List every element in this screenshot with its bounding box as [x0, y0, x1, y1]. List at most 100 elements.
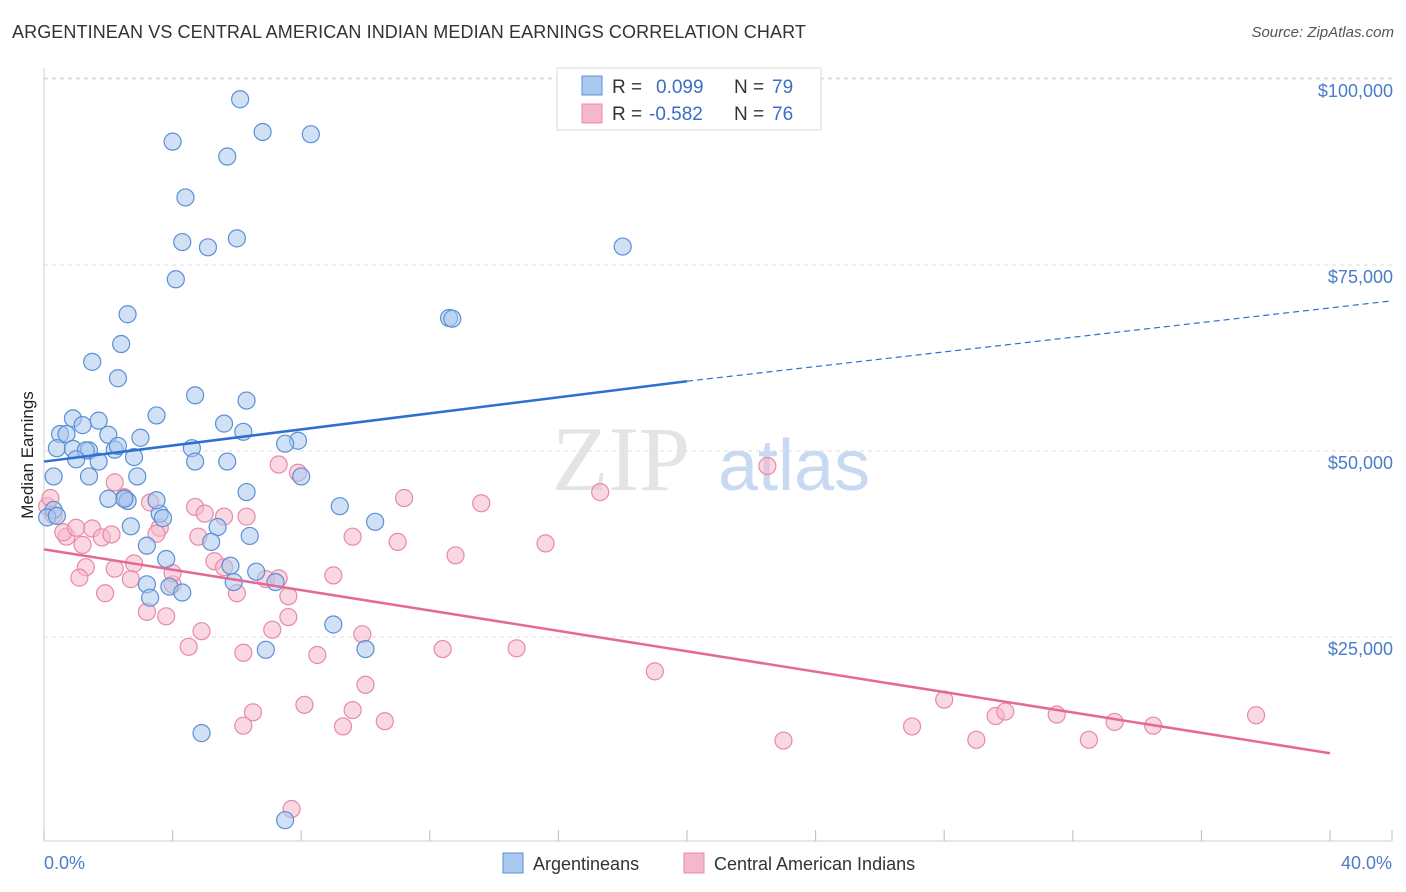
- legend-central-american-indians-swatch: [683, 852, 705, 874]
- argentineans-point-16: [108, 369, 128, 388]
- argentineans-point-40: [186, 452, 205, 471]
- argentineans-point-1: [163, 132, 182, 151]
- argentineans-point-67: [173, 583, 192, 602]
- central-american-indians-point-41: [343, 527, 362, 546]
- argentineans-point-60: [221, 556, 240, 575]
- argentineans-point-44: [128, 467, 147, 486]
- argentineans-point-18: [237, 391, 256, 410]
- argentineans-point-28: [131, 428, 150, 447]
- central-american-indians-point-60: [333, 717, 353, 736]
- central-american-indians-point-24: [237, 507, 256, 526]
- argentineans-point-76: [115, 489, 134, 508]
- axes: [43, 68, 1392, 842]
- argentineans-point-13: [443, 309, 462, 328]
- argentineans-point-15: [83, 352, 102, 371]
- argentineans-point-2: [253, 122, 272, 142]
- x-tick-label-min: 0.0%: [44, 853, 85, 873]
- central-american-indians-point-49: [536, 534, 555, 553]
- argentineans-point-46: [237, 482, 256, 502]
- central-american-indians-point-53: [507, 639, 526, 658]
- central-american-indians-point-52: [433, 639, 452, 659]
- argentineans-point-10: [166, 270, 185, 289]
- central-american-indians-point-42: [353, 625, 372, 644]
- stats-legend-blue-swatch: [581, 75, 603, 96]
- stats-legend-pink-r-label: R =: [612, 104, 642, 125]
- argentineans-point-8: [227, 229, 246, 248]
- x-ticks: [43, 830, 1393, 841]
- argentineans-point-71: [192, 724, 211, 743]
- series-argentineans: [38, 90, 632, 830]
- argentineans-point-61: [247, 562, 266, 581]
- central-american-indians-point-70: [1079, 730, 1098, 749]
- central-american-indians-point-58: [243, 703, 263, 722]
- argentineans-point-57: [137, 536, 156, 555]
- stats-legend-pink-n-value: 76: [772, 104, 793, 125]
- argentineans-point-41: [218, 452, 237, 471]
- central-american-indians-point-36: [234, 643, 253, 662]
- central-american-indians-point-15: [121, 570, 140, 589]
- argentineans-point-55: [240, 526, 259, 546]
- argentineans-point-69: [356, 639, 375, 659]
- legend-argentineans-label: Argentineans: [533, 854, 639, 874]
- y-tick-label-0: $25,000: [1328, 639, 1393, 659]
- argentineans-point-14: [112, 334, 131, 354]
- argentineans-point-78: [99, 489, 118, 508]
- argentineans-point-68: [324, 615, 343, 634]
- argentineans-point-22: [73, 416, 92, 435]
- stats-legend: R = 0.099 N = 79 R = -0.582 N = 76: [556, 67, 822, 131]
- legend-central-american-indians-label: Central American Indians: [714, 854, 915, 874]
- central-american-indians-point-63: [774, 731, 793, 750]
- argentineans-point-43: [79, 467, 99, 486]
- central-american-indians-point-73: [1246, 706, 1266, 725]
- central-american-indians-point-48: [472, 494, 491, 513]
- y-tick-label-1: $50,000: [1328, 453, 1393, 473]
- argentineans-point-59: [157, 549, 176, 569]
- central-american-indians-point-71: [1105, 712, 1124, 732]
- argentineans-point-48: [330, 497, 349, 516]
- argentineans-point-45: [292, 467, 311, 486]
- central-american-indians-point-38: [279, 607, 298, 627]
- trend-lines: [43, 300, 1393, 755]
- central-american-indians-point-47: [446, 546, 465, 565]
- central-american-indians-point-68: [996, 702, 1015, 721]
- y-axis-label: Median Earnings: [18, 391, 37, 519]
- legend-argentineans-swatch: [502, 852, 524, 874]
- argentineans-point-35: [108, 436, 128, 456]
- central-american-indians-point-50: [591, 482, 610, 502]
- argentineans-trend-extension: [686, 300, 1393, 382]
- stats-legend-blue-r-value: 0.099: [656, 77, 704, 98]
- watermark-atlas: atlas: [718, 426, 870, 506]
- central-american-indians-point-43: [269, 455, 288, 474]
- central-american-indians-point-64: [902, 717, 922, 736]
- central-american-indians-point-59: [234, 716, 253, 735]
- argentineans-point-74: [47, 506, 66, 525]
- argentineans-point-72: [276, 811, 295, 830]
- stats-legend-pink-swatch: [581, 103, 603, 124]
- stats-legend-blue-n-value: 79: [772, 77, 793, 98]
- argentineans-point-6: [173, 232, 192, 252]
- argentineans-point-70: [256, 640, 275, 659]
- central-american-indians-point-39: [308, 645, 327, 665]
- central-american-indians-point-33: [157, 607, 176, 626]
- argentineans-point-7: [198, 238, 218, 257]
- argentineans-point-77: [276, 434, 295, 453]
- x-tick-label-max: 40.0%: [1341, 853, 1392, 873]
- central-american-indians-point-46: [394, 488, 414, 508]
- chart-title: ARGENTINEAN VS CENTRAL AMERICAN INDIAN M…: [12, 22, 806, 42]
- central-american-indians-point-18: [147, 524, 166, 543]
- central-american-indians-point-35: [192, 622, 211, 641]
- central-american-indians-point-66: [967, 730, 986, 749]
- argentineans-point-3: [301, 125, 320, 144]
- central-american-indians-point-22: [195, 504, 214, 523]
- argentineans-point-23: [214, 414, 234, 433]
- central-american-indians-trend-line: [43, 548, 1331, 755]
- central-american-indians-point-40: [324, 566, 343, 585]
- y-tick-label-2: $75,000: [1328, 267, 1393, 287]
- argentineans-point-52: [366, 512, 385, 531]
- central-american-indians-point-10: [95, 584, 115, 603]
- argentineans-point-4: [218, 147, 237, 166]
- argentineans-point-9: [613, 237, 632, 256]
- central-american-indians-point-57: [343, 700, 362, 720]
- argentineans-point-38: [124, 447, 144, 467]
